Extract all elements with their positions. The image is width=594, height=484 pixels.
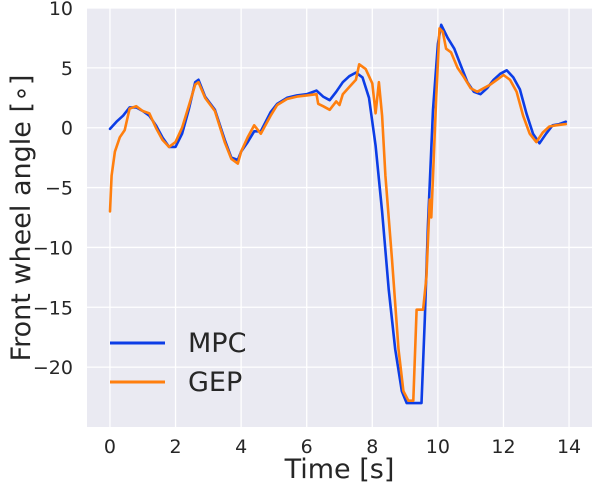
y-tick-label: −10 xyxy=(33,237,73,259)
legend-label-gep: GEP xyxy=(188,367,242,398)
y-tick-label: −15 xyxy=(33,297,73,319)
x-tick-label: 2 xyxy=(169,436,181,458)
x-tick-label: 6 xyxy=(301,436,313,458)
legend: MPC GEP xyxy=(110,328,246,398)
x-tick-label: 4 xyxy=(235,436,247,458)
y-tick-label: −20 xyxy=(33,357,73,379)
y-tick-labels: 10 5 0 −5 −10 −15 −20 xyxy=(33,0,73,379)
y-tick-label: 0 xyxy=(61,118,73,140)
y-tick-label: −5 xyxy=(45,178,73,200)
plot-background xyxy=(87,8,592,427)
x-axis-label: Time [s] xyxy=(284,454,395,484)
series-line-gep xyxy=(108,27,568,403)
x-tick-label: 0 xyxy=(104,436,116,458)
x-tick-label: 14 xyxy=(557,436,581,458)
legend-label-mpc: MPC xyxy=(188,328,246,359)
x-tick-labels: 0 2 4 6 8 10 12 14 xyxy=(104,436,581,458)
data-lines xyxy=(108,23,568,405)
x-tick-label: 8 xyxy=(366,436,378,458)
y-tick-label: 10 xyxy=(49,0,73,20)
y-axis-label: Front wheel angle [∘] xyxy=(6,75,37,362)
x-tick-label: 10 xyxy=(426,436,450,458)
y-tick-label: 5 xyxy=(61,58,73,80)
x-tick-label: 12 xyxy=(491,436,515,458)
